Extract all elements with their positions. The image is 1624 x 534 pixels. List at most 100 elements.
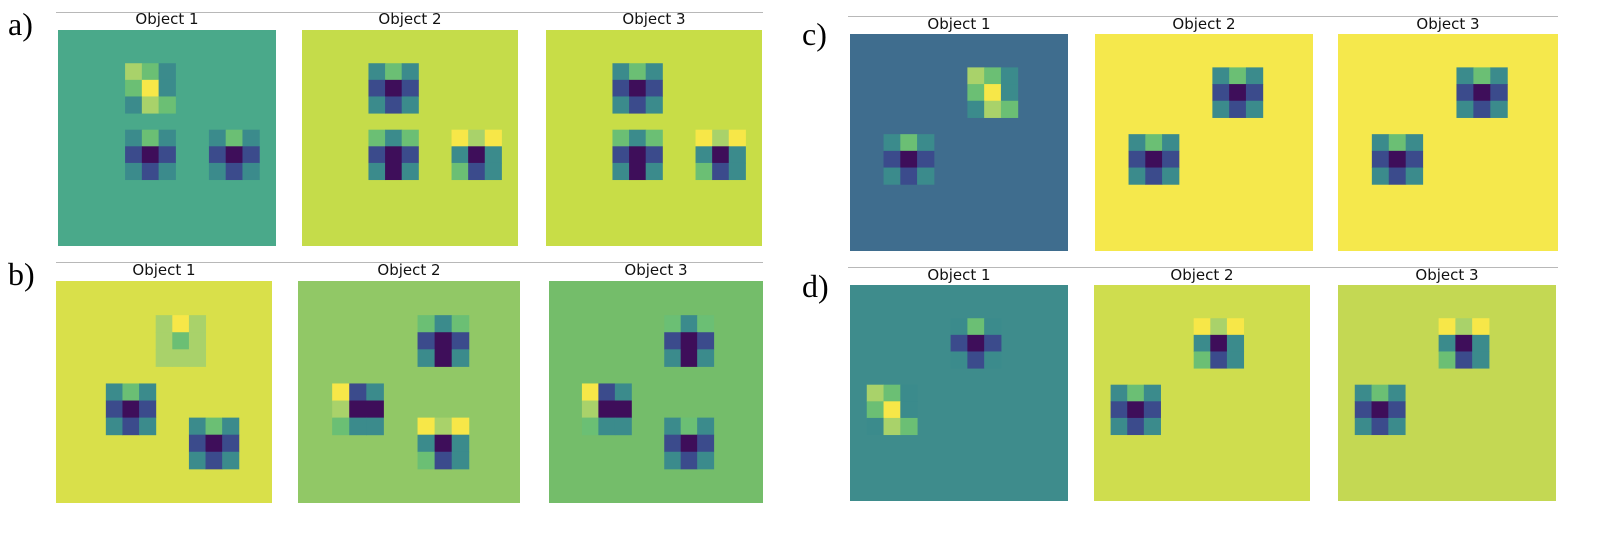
object-heatmap <box>298 281 520 503</box>
heatmap-cell <box>612 162 630 181</box>
heatmap-cell <box>614 417 632 436</box>
heatmap-cell <box>141 162 160 181</box>
heatmap-cell <box>222 434 240 453</box>
heatmap-cell <box>1473 67 1491 85</box>
heatmap-cell <box>680 315 698 333</box>
heatmap-cell <box>385 162 403 181</box>
heatmap-background <box>1095 34 1313 251</box>
heatmap-cell <box>385 146 403 164</box>
object-heatmap <box>850 34 1068 251</box>
heatmap-cell <box>917 150 935 169</box>
heatmap-cell <box>1371 167 1390 185</box>
heatmap-cell <box>1371 134 1390 152</box>
heatmap-cell <box>401 162 419 181</box>
heatmap-cell <box>697 451 715 470</box>
heatmap-cell <box>1405 150 1424 169</box>
heatmap-cell <box>368 79 386 97</box>
heatmap-cell <box>1388 417 1406 436</box>
object-heatmap <box>56 281 272 503</box>
heatmap-cell <box>1143 384 1161 402</box>
object-title: Object 3 <box>1416 15 1480 33</box>
object-heatmap <box>1338 34 1558 251</box>
heatmap-background <box>298 281 520 503</box>
heatmap-cell <box>468 129 486 147</box>
heatmap-cell <box>664 332 682 350</box>
object-title: Object 2 <box>1172 15 1236 33</box>
heatmap-cell <box>1245 67 1264 85</box>
heatmap-cell <box>139 383 157 402</box>
heatmap-cell <box>366 383 384 402</box>
heatmap-cell <box>712 146 730 164</box>
heatmap-cell <box>612 96 630 114</box>
heatmap-cell <box>1229 67 1247 85</box>
heatmap-cell <box>1388 167 1407 185</box>
heatmap-cell <box>883 417 901 436</box>
heatmap-cell <box>984 67 1002 85</box>
heatmap-cell <box>242 146 260 164</box>
heatmap-cell <box>1490 84 1508 102</box>
heatmap-cell <box>984 334 1002 352</box>
heatmap-cell <box>125 96 143 114</box>
heatmap-cell <box>598 383 616 402</box>
heatmap-cell <box>984 318 1002 336</box>
heatmap-cell <box>664 451 682 470</box>
heatmap-cell <box>1145 134 1163 152</box>
heatmap-cell <box>366 417 384 436</box>
heatmap-cell <box>984 84 1002 102</box>
heatmap-cell <box>1473 100 1491 118</box>
object-heatmap <box>1094 285 1310 501</box>
heatmap-cell <box>680 434 698 453</box>
heatmap-cell <box>158 79 176 97</box>
heatmap-cell <box>1193 351 1211 369</box>
heatmap-cell <box>614 400 632 419</box>
object-title: Object 2 <box>377 261 441 279</box>
heatmap-cell <box>139 400 157 419</box>
heatmap-cell <box>1000 100 1019 118</box>
heatmap-cell <box>645 162 663 181</box>
heatmap-cell <box>188 332 207 350</box>
heatmap-cell <box>417 434 436 453</box>
heatmap-cell <box>967 318 985 336</box>
heatmap-cell <box>1212 100 1230 118</box>
heatmap-cell <box>225 162 243 181</box>
heatmap-cell <box>417 315 436 333</box>
heatmap-cell <box>866 384 885 402</box>
heatmap-cell <box>188 434 207 453</box>
heatmap-cell <box>728 146 746 164</box>
heatmap-cell <box>1455 318 1473 336</box>
heatmap-cell <box>1143 417 1161 436</box>
heatmap-cell <box>645 146 663 164</box>
heatmap-cell <box>242 129 260 147</box>
heatmap-cell <box>385 129 403 147</box>
heatmap-cell <box>900 167 918 185</box>
heatmap-cell <box>451 129 469 147</box>
object-heatmap <box>58 30 276 246</box>
heatmap-cell <box>680 349 698 367</box>
heatmap-cell <box>728 162 746 181</box>
heatmap-cell <box>1127 384 1145 402</box>
heatmap-cell <box>1438 351 1456 369</box>
heatmap-cell <box>1110 401 1128 419</box>
heatmap-cell <box>612 79 630 97</box>
heatmap-cell <box>451 417 470 436</box>
heatmap-cell <box>1145 167 1163 185</box>
heatmap-cell <box>188 417 207 436</box>
heatmap-cell <box>451 146 469 164</box>
heatmap-cell <box>417 349 436 367</box>
heatmap-cell <box>712 129 730 147</box>
heatmap-cell <box>158 162 176 181</box>
heatmap-cell <box>205 434 223 453</box>
heatmap-cell <box>697 417 715 436</box>
heatmap-cell <box>645 129 663 147</box>
heatmap-cell <box>368 63 386 81</box>
heatmap-cell <box>695 129 713 147</box>
heatmap-cell <box>222 451 240 470</box>
heatmap-cell <box>1229 100 1247 118</box>
panel-divider <box>848 16 1558 17</box>
heatmap-background <box>56 281 272 503</box>
heatmap-cell <box>242 162 260 181</box>
object-heatmap <box>850 285 1068 501</box>
heatmap-cell <box>158 146 176 164</box>
heatmap-cell <box>188 315 207 333</box>
heatmap-cell <box>208 129 227 147</box>
